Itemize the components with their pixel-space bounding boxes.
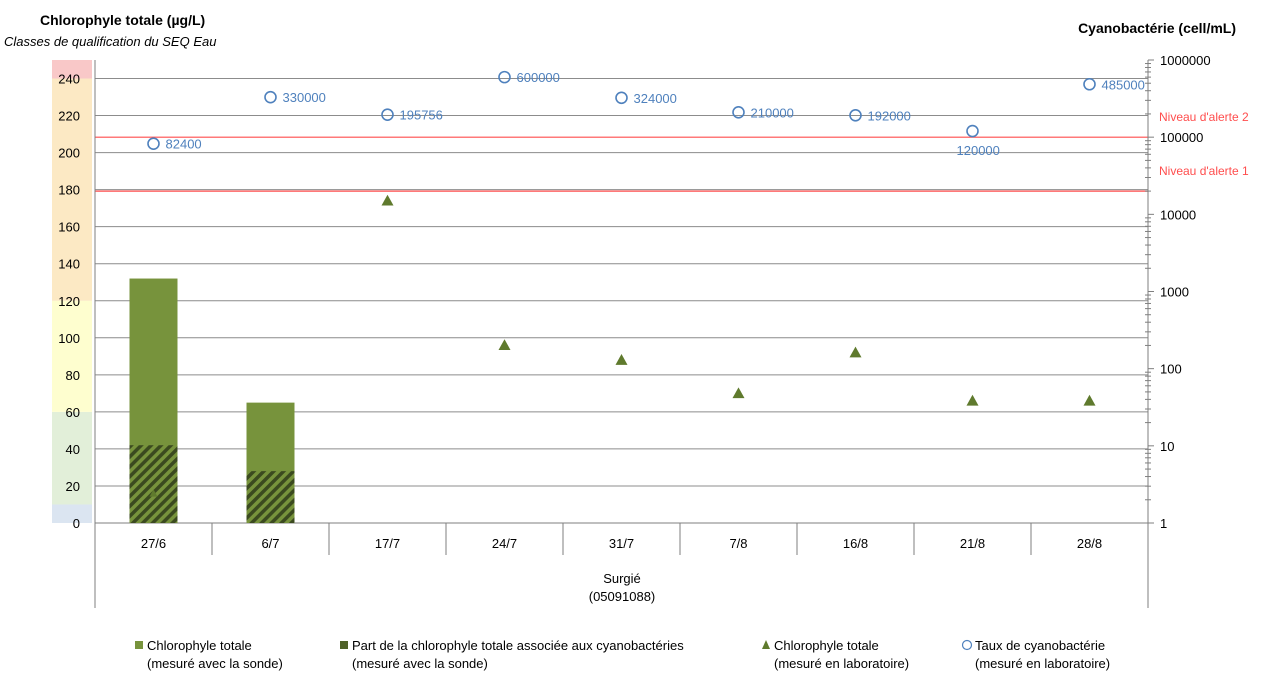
bars <box>129 278 295 523</box>
left-tick-label: 80 <box>66 368 80 383</box>
circle-marker <box>498 70 511 84</box>
category-label: 17/7 <box>375 536 400 551</box>
legend-sublabel: (mesuré en laboratoire) <box>774 656 909 671</box>
left-axis-ticks: 0 20 40 60 80 100 120 140 160 180 200 220 240 <box>58 72 80 531</box>
triangle-marker <box>381 194 394 206</box>
legend-label: Chlorophyle totale <box>147 638 252 653</box>
legend-swatch <box>762 640 770 649</box>
triangle-marker <box>849 346 862 358</box>
triangle-marker <box>615 354 628 365</box>
category-labels: 27/6 6/7 17/7 24/7 31/7 7/8 16/8 21/8 28/8 <box>141 536 1102 551</box>
bar-cyanobacteria-part <box>246 471 295 523</box>
circle-marker <box>732 106 745 119</box>
left-tick-label: 60 <box>66 405 80 420</box>
circle-marker <box>966 124 979 138</box>
data-label: 600000 <box>517 70 560 85</box>
circle-marker <box>615 91 628 105</box>
legend: Chlorophyle totale (mesuré avec la sonde)… <box>135 638 1110 671</box>
legend-label: Part de la chlorophyle totale associée a… <box>352 638 684 653</box>
circle-marker <box>849 109 862 122</box>
right-tick-label: 1 <box>1160 516 1167 531</box>
x-axis-label-line2: (05091088) <box>589 589 656 604</box>
quality-band <box>52 300 92 412</box>
triangle-marker <box>732 387 745 399</box>
left-tick-label: 140 <box>58 257 80 272</box>
right-tick-label: 100000 <box>1160 130 1203 145</box>
alert-label: Niveau d'alerte 1 <box>1159 164 1249 178</box>
category-label: 31/7 <box>609 536 634 551</box>
legend-swatch <box>961 639 973 651</box>
circle-marker <box>1083 77 1096 91</box>
legend-label: Taux de cyanobactérie <box>975 638 1105 653</box>
triangle-marker <box>1083 394 1096 406</box>
right-axis-title: Cyanobactérie (cell/mL) <box>1078 20 1236 36</box>
data-label: 330000 <box>283 90 326 105</box>
quality-band <box>52 60 92 79</box>
circle-marker <box>147 137 160 150</box>
cyanobacteria-markers: 82400 330000 195756 600000 324000 210000 19200… <box>147 70 1145 158</box>
quality-band <box>52 504 92 523</box>
right-tick-label: 100 <box>1160 362 1182 377</box>
x-axis-label-line1: Surgié <box>603 571 641 586</box>
triangle-marker <box>966 394 979 406</box>
category-label: 16/8 <box>843 536 868 551</box>
right-axis-ticks: 1 10 100 1000 10000 100000 1000000 <box>1145 53 1211 531</box>
circle-marker <box>264 90 277 104</box>
left-axis-title: Chlorophyle totale (µg/L) <box>40 12 205 28</box>
alert-lines: Niveau d'alerte 2 Niveau d'alerte 1 <box>95 110 1249 192</box>
left-tick-label: 120 <box>58 294 80 309</box>
left-tick-label: 160 <box>58 220 80 235</box>
data-label: 324000 <box>634 91 677 106</box>
left-tick-label: 20 <box>66 479 80 494</box>
data-label: 210000 <box>751 105 794 120</box>
quality-class-bands <box>52 60 92 523</box>
category-label: 7/8 <box>729 536 747 551</box>
right-tick-label: 10000 <box>1160 207 1196 222</box>
left-tick-label: 200 <box>58 146 80 161</box>
right-tick-label: 10 <box>1160 439 1174 454</box>
legend-label: Chlorophyle totale <box>774 638 879 653</box>
right-tick-label: 1000000 <box>1160 53 1211 68</box>
triangle-marker <box>149 489 158 497</box>
circle-marker <box>381 108 394 121</box>
legend-swatch <box>135 641 143 649</box>
left-tick-label: 180 <box>58 183 80 198</box>
left-tick-label: 0 <box>73 516 80 531</box>
legend-sublabel: (mesuré en laboratoire) <box>975 656 1110 671</box>
category-label: 21/8 <box>960 536 985 551</box>
legend-swatch <box>340 641 348 649</box>
legend-sublabel: (mesuré avec la sonde) <box>147 656 283 671</box>
left-tick-label: 240 <box>58 72 80 87</box>
left-tick-label: 40 <box>66 442 80 457</box>
lab-chlorophyll-markers <box>149 194 1096 497</box>
bar-cyanobacteria-part <box>129 445 178 523</box>
triangle-marker <box>498 339 511 351</box>
category-label: 27/6 <box>141 536 166 551</box>
left-tick-label: 220 <box>58 109 80 124</box>
data-label: 192000 <box>868 108 911 123</box>
data-label: 120000 <box>957 143 1000 158</box>
alert-label: Niveau d'alerte 2 <box>1159 110 1249 124</box>
category-label: 28/8 <box>1077 536 1102 551</box>
category-label: 6/7 <box>261 536 279 551</box>
data-label: 485000 <box>1102 77 1145 92</box>
category-label: 24/7 <box>492 536 517 551</box>
left-tick-label: 100 <box>58 331 80 346</box>
legend-sublabel: (mesuré avec la sonde) <box>352 656 488 671</box>
left-axis-subtitle: Classes de qualification du SEQ Eau <box>4 34 216 49</box>
data-label: 82400 <box>166 137 202 152</box>
quality-band <box>52 78 92 301</box>
data-label: 195756 <box>400 108 443 123</box>
right-tick-label: 1000 <box>1160 285 1189 300</box>
quality-band <box>52 411 92 505</box>
